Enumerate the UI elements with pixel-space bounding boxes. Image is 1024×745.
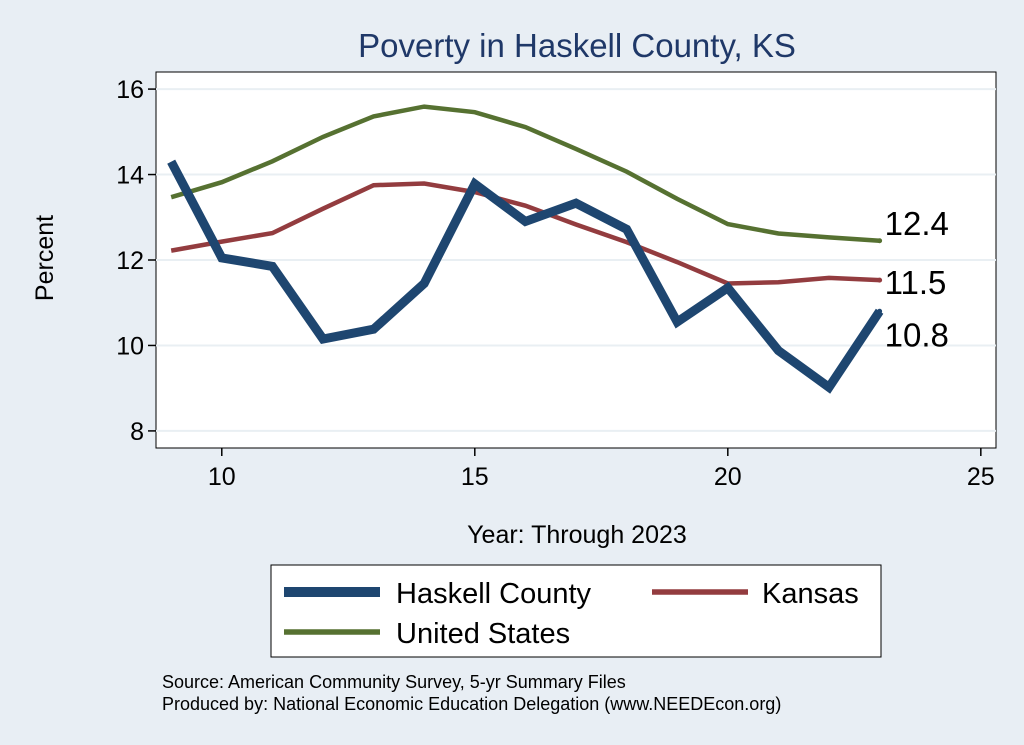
legend-box <box>270 564 882 658</box>
series-line-kansas <box>170 181 880 286</box>
x-tick-label: 25 <box>967 463 995 491</box>
series-end-point <box>877 238 883 244</box>
series-end-point <box>877 277 883 283</box>
y-axis-title: Percent <box>31 215 59 301</box>
x-axis-title: Year: Through 2023 <box>467 521 687 549</box>
legend: Haskell County Kansas United States <box>284 578 859 650</box>
x-tick-label: 20 <box>714 463 742 491</box>
y-tick-label: 14 <box>116 162 144 190</box>
legend-label: Haskell County <box>396 578 592 610</box>
end-value-label: 10.8 <box>885 316 949 353</box>
y-tick-label: 16 <box>116 76 144 104</box>
series-line-haskell-county <box>167 159 884 394</box>
series-layer <box>167 104 884 394</box>
x-tick-label: 10 <box>208 463 236 491</box>
end-value-label: 12.4 <box>885 205 949 242</box>
x-tick-label: 15 <box>461 463 489 491</box>
axes: 8 10 12 14 16 10 15 20 25 <box>116 76 995 491</box>
end-value-label: 11.5 <box>885 264 947 301</box>
legend-label: United States <box>396 618 570 650</box>
source-note: Source: American Community Survey, 5-yr … <box>162 672 626 692</box>
series-end-point <box>877 308 883 314</box>
produced-by-note: Produced by: National Economic Education… <box>162 694 781 714</box>
y-tick-label: 12 <box>116 247 144 275</box>
end-labels: 10.8 11.5 12.4 <box>885 205 949 354</box>
y-tick-label: 8 <box>130 418 144 446</box>
chart-title: Poverty in Haskell County, KS <box>358 27 796 64</box>
series-line-united-states <box>170 104 880 244</box>
y-tick-label: 10 <box>116 332 144 360</box>
legend-label: Kansas <box>762 578 859 610</box>
